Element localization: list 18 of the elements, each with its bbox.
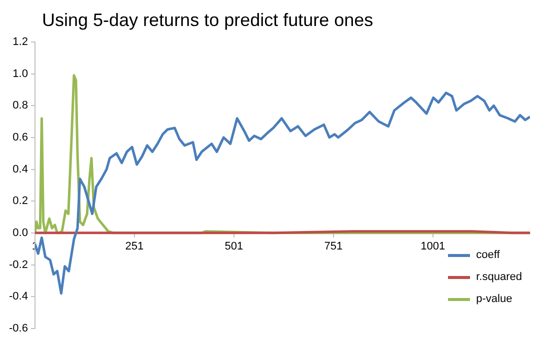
y-tick-label: -0.6 — [8, 322, 28, 334]
x-tick-label: 251 — [125, 240, 144, 253]
y-tick-label: 0.0 — [12, 226, 28, 239]
y-tick-label: 0.6 — [12, 132, 28, 144]
y-tick-label: 0.4 — [12, 163, 28, 176]
legend-label: p-value — [476, 293, 512, 305]
chart-title: Using 5-day returns to predict future ones — [42, 10, 374, 31]
y-tick-label: 1.2 — [12, 36, 28, 48]
y-tick-label: -0.2 — [8, 258, 28, 271]
y-tick-label: 1.0 — [12, 68, 28, 80]
y-tick-label: 0.8 — [12, 100, 28, 112]
x-tick-label: 751 — [324, 240, 343, 253]
x-tick-label: 501 — [224, 240, 244, 253]
x-tick-label: 1001 — [420, 240, 446, 253]
y-tick-label: -0.4 — [8, 290, 28, 303]
legend-label: coeff — [476, 249, 500, 261]
y-tick-label: 0.2 — [12, 195, 28, 208]
legend-label: r.squared — [476, 271, 522, 283]
